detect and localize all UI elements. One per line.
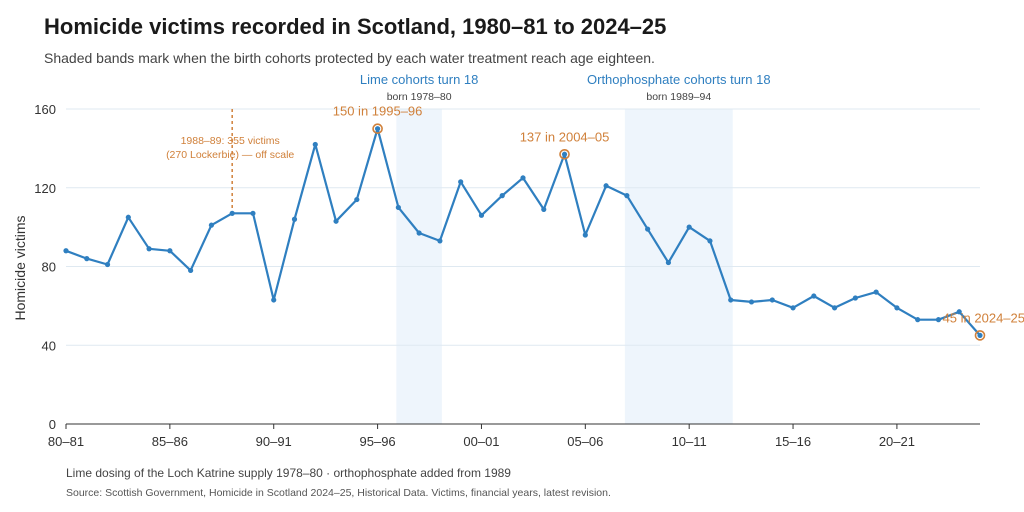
x-tick-label: 85–86 bbox=[152, 434, 188, 449]
data-point bbox=[250, 210, 256, 216]
data-point bbox=[852, 295, 858, 301]
highlight-label: 137 in 2004–05 bbox=[520, 129, 610, 144]
y-tick-label: 120 bbox=[34, 181, 56, 196]
data-point bbox=[624, 193, 630, 199]
data-point bbox=[769, 297, 775, 303]
data-point bbox=[499, 193, 505, 199]
data-point bbox=[831, 305, 838, 311]
highlight-ring bbox=[974, 330, 986, 341]
data-point bbox=[561, 151, 568, 157]
off-scale-label: 1988–89: 355 victims bbox=[181, 135, 280, 147]
data-point bbox=[915, 317, 921, 323]
data-point bbox=[728, 297, 734, 303]
data-point bbox=[229, 210, 235, 216]
data-point bbox=[84, 256, 90, 262]
data-point bbox=[686, 224, 692, 230]
data-point bbox=[977, 332, 983, 339]
y-tick-label: 0 bbox=[49, 417, 56, 432]
chart-subtitle: Shaded bands mark when the birth cohorts… bbox=[44, 50, 655, 66]
y-tick-label: 80 bbox=[42, 260, 56, 275]
data-point bbox=[582, 232, 588, 238]
data-point bbox=[935, 317, 942, 323]
x-tick-label: 20–21 bbox=[879, 434, 915, 449]
band-sublabel: born 1989–94 bbox=[646, 91, 711, 103]
band-sublabel: born 1978–80 bbox=[387, 91, 452, 103]
data-point bbox=[873, 289, 879, 295]
data-point bbox=[104, 261, 111, 268]
data-point bbox=[603, 183, 609, 189]
data-point bbox=[748, 299, 755, 305]
data-point bbox=[271, 297, 277, 303]
data-point bbox=[458, 179, 464, 185]
data-point bbox=[956, 309, 962, 315]
x-tick-label: 00–01 bbox=[463, 434, 499, 449]
data-point bbox=[894, 305, 900, 311]
data-point bbox=[790, 305, 796, 311]
data-point bbox=[416, 230, 422, 236]
y-tick-label: 160 bbox=[34, 102, 56, 117]
data-point bbox=[208, 222, 215, 228]
data-point bbox=[437, 238, 443, 244]
x-tick-label: 05–06 bbox=[567, 434, 603, 449]
data-point bbox=[395, 204, 401, 211]
data-point bbox=[478, 212, 485, 218]
data-point bbox=[811, 293, 817, 299]
data-point bbox=[63, 248, 69, 254]
x-tick-label: 15–16 bbox=[775, 434, 811, 449]
source-note: Source: Scottish Government, Homicide in… bbox=[66, 487, 611, 499]
data-point bbox=[146, 246, 152, 252]
x-tick-label: 80–81 bbox=[48, 434, 84, 449]
highlight-ring bbox=[559, 148, 570, 160]
data-point bbox=[645, 226, 651, 232]
data-point bbox=[707, 238, 713, 244]
band-label: Orthophosphate cohorts turn 18 bbox=[587, 72, 771, 87]
data-point bbox=[312, 141, 318, 148]
band-label: Lime cohorts turn 18 bbox=[360, 72, 479, 87]
chart-title: Homicide victims recorded in Scotland, 1… bbox=[44, 14, 667, 39]
data-point bbox=[291, 216, 298, 222]
highlight-label: 45 in 2024–25 bbox=[943, 310, 1024, 325]
x-tick-label: 10–11 bbox=[672, 434, 707, 449]
data-point bbox=[354, 196, 360, 203]
x-tick-label: 95–96 bbox=[360, 434, 396, 449]
y-tick-label: 40 bbox=[42, 338, 56, 353]
data-point bbox=[125, 214, 131, 220]
highlight-label: 150 in 1995–96 bbox=[333, 104, 423, 119]
data-point bbox=[665, 259, 672, 266]
data-point bbox=[374, 126, 381, 132]
x-tick-label: 90–91 bbox=[256, 434, 292, 449]
y-axis-label: Homicide victims bbox=[12, 215, 28, 320]
data-point bbox=[188, 267, 194, 274]
off-scale-label: (270 Lockerbie) — off scale bbox=[166, 149, 294, 161]
data-point bbox=[167, 248, 173, 254]
data-point bbox=[541, 206, 547, 213]
data-point bbox=[520, 175, 526, 181]
footnote: Lime dosing of the Loch Katrine supply 1… bbox=[66, 466, 511, 480]
data-point bbox=[333, 218, 339, 224]
highlight-ring bbox=[372, 123, 383, 134]
